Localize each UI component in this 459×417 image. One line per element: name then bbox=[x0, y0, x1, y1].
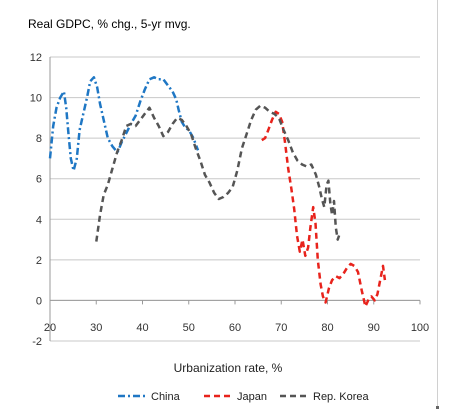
y-tick-label: 6 bbox=[36, 174, 42, 186]
y-tick-label: -2 bbox=[32, 336, 42, 348]
x-tick-label: 100 bbox=[411, 322, 429, 334]
corner-dot bbox=[436, 406, 439, 409]
y-tick-label: 0 bbox=[36, 295, 42, 307]
legend-label: China bbox=[151, 391, 181, 403]
axes bbox=[49, 57, 421, 341]
x-tick-label: 20 bbox=[44, 322, 56, 334]
series-line-china bbox=[48, 76, 200, 172]
series-lines bbox=[48, 76, 387, 308]
x-tick-label: 30 bbox=[90, 322, 102, 334]
legend-label: Rep. Korea bbox=[313, 391, 370, 403]
series-line-japan bbox=[261, 110, 387, 308]
legend-label: Japan bbox=[237, 391, 267, 403]
x-tick-label: 90 bbox=[368, 322, 380, 334]
x-tick-label: 40 bbox=[136, 322, 148, 334]
x-tick-label: 50 bbox=[183, 322, 195, 334]
y-tick-label: 2 bbox=[36, 255, 42, 267]
y-tick-labels: -2 0 2 4 6 8 10 12 bbox=[30, 52, 42, 348]
y-tick-label: 12 bbox=[30, 52, 42, 64]
frame-divider bbox=[437, 0, 438, 409]
x-axis-label: Urbanization rate, % bbox=[174, 361, 283, 375]
series-line-rep-korea bbox=[95, 104, 341, 242]
x-tick-label: 70 bbox=[275, 322, 287, 334]
y-tick-label: 4 bbox=[36, 214, 42, 226]
x-tick-label: 60 bbox=[229, 322, 241, 334]
x-tick-labels: 20 30 40 50 60 70 80 90 100 bbox=[44, 322, 429, 334]
legend: China Japan Rep. Korea bbox=[118, 391, 370, 403]
y-tick-label: 8 bbox=[36, 133, 42, 145]
y-tick-label: 10 bbox=[30, 93, 42, 105]
chart-title: Real GDPC, % chg., 5-yr mvg. bbox=[28, 17, 191, 31]
x-tick-label: 80 bbox=[321, 322, 333, 334]
